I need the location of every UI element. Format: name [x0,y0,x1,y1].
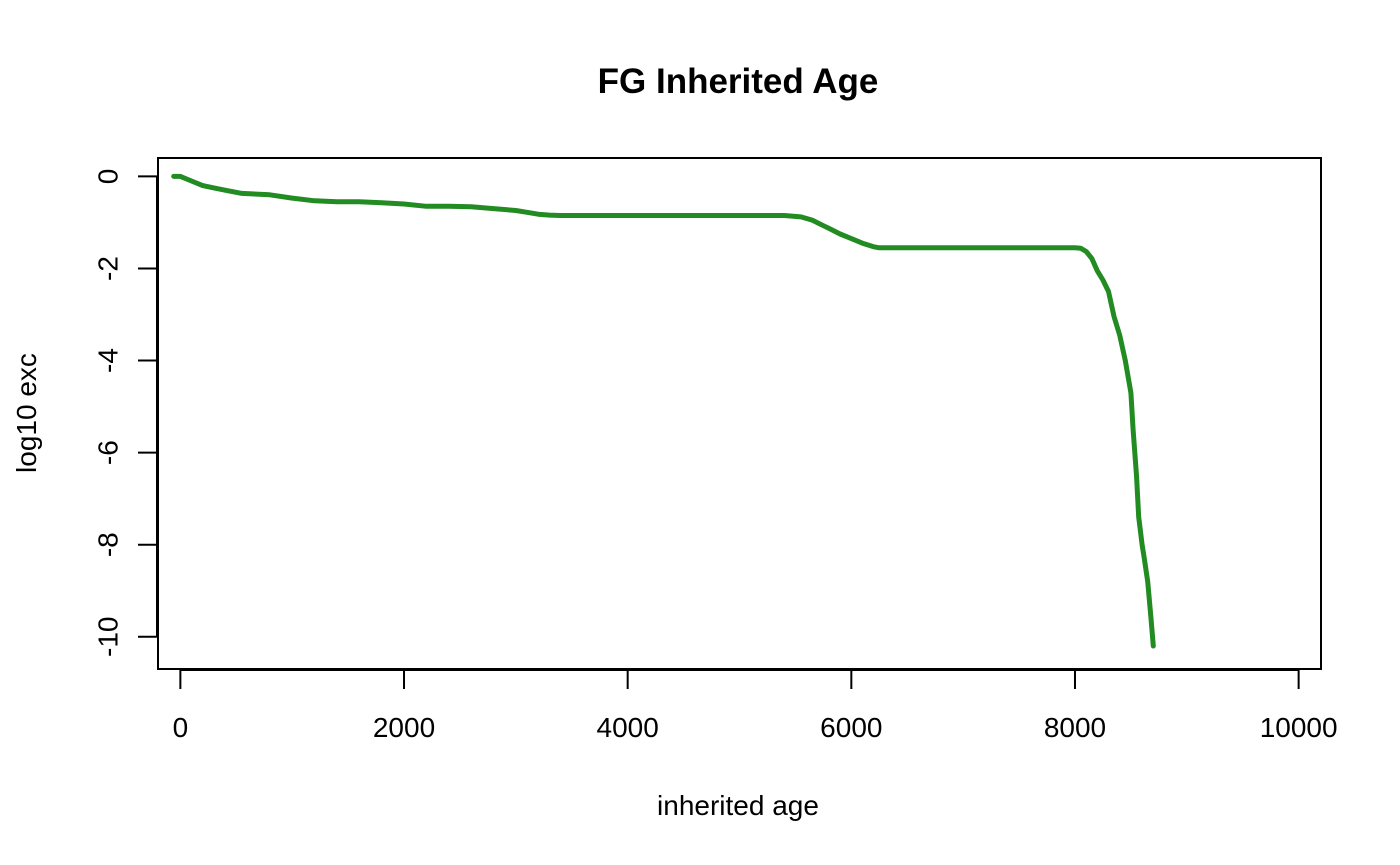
y-axis-label: log10 exc [11,353,42,473]
x-axis-label: inherited age [657,790,819,821]
y-axis: 0 -2 -4 -6 -8 -10 [93,169,158,657]
x-tick-label: 8000 [1044,712,1106,743]
series-layer [171,173,1156,649]
series-line-0 [171,173,1156,649]
x-tick-label: 4000 [597,712,659,743]
x-tick-label: 2000 [373,712,435,743]
x-axis: 0 2000 4000 6000 8000 10000 [173,669,1338,743]
x-tick-label: 6000 [820,712,882,743]
x-tick-label: 0 [173,712,189,743]
y-tick-label: -8 [93,532,124,557]
y-tick-label: -6 [93,440,124,465]
y-tick-label: -2 [93,256,124,281]
y-tick-label: 0 [93,169,124,185]
y-tick-label: -4 [93,348,124,373]
x-tick-label: 10000 [1260,712,1338,743]
chart-title: FG Inherited Age [598,62,879,101]
y-tick-label: -10 [93,617,124,657]
